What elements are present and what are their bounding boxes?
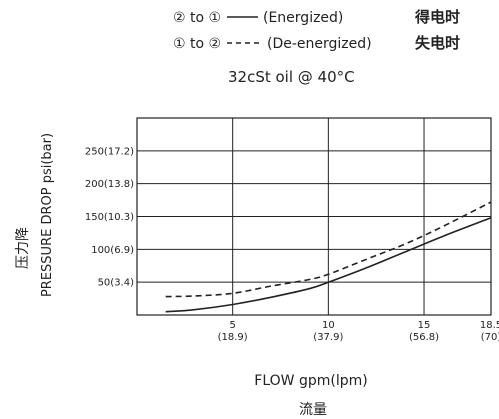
x-tick-sublabel: (70): [481, 332, 499, 343]
y-tick-label: 50(3.4): [98, 278, 135, 289]
oil-condition-note: 32cSt oil @ 40°C: [228, 68, 355, 86]
series: [165, 201, 492, 313]
y-ticks: 50(3.4) 100(6.9) 150(10.3) 200(13.8) 250(17.…: [85, 146, 134, 288]
x-tick-sublabel: (18.9): [218, 332, 248, 343]
y-tick-label: 150(10.3): [85, 212, 134, 223]
legend-cn-de-energized: 失电时: [415, 34, 460, 52]
y-tick-label: 200(13.8): [85, 179, 134, 190]
legend: ② to ① (Energized) 得电时 ① to ② (De-energi…: [173, 8, 460, 52]
x-tick-label: 5: [229, 320, 235, 331]
x-tick-label: 10: [322, 320, 335, 331]
y-axis-label: PRESSURE DROP psi(bar): [40, 133, 55, 297]
legend-code-de-energized: ① to ②: [173, 36, 221, 52]
x-axis-label-cn: 流量: [299, 402, 327, 418]
legend-item-de-energized: ① to ② (De-energized) 失电时: [173, 34, 460, 52]
legend-code-energized: ② to ①: [173, 10, 221, 26]
legend-desc-energized: (Energized): [263, 10, 343, 26]
series-line-de-energized: [165, 201, 492, 298]
plot-frame: [136, 117, 492, 316]
series-line-energized: [165, 217, 492, 313]
x-axis-label: FLOW gpm(lpm): [254, 373, 367, 389]
legend-item-energized: ② to ① (Energized) 得电时: [173, 8, 460, 26]
plot-area: 50(3.4) 100(6.9) 150(10.3) 200(13.8) 250(17.…: [85, 117, 499, 343]
x-tick-label: 15: [418, 320, 431, 331]
y-tick-label: 100(6.9): [91, 245, 134, 256]
grid: [137, 118, 491, 315]
x-tick-label: 18.5: [480, 320, 499, 331]
x-ticks: 5(18.9) 10(37.9) 15(56.8) 18.5(70): [218, 320, 499, 343]
x-tick-sublabel: (37.9): [313, 332, 343, 343]
y-axis-label-cn: 压力降: [15, 227, 31, 269]
y-tick-label: 250(17.2): [85, 146, 134, 157]
legend-desc-de-energized: (De-energized): [267, 36, 372, 52]
legend-cn-energized: 得电时: [414, 8, 460, 26]
x-tick-sublabel: (56.8): [409, 332, 439, 343]
